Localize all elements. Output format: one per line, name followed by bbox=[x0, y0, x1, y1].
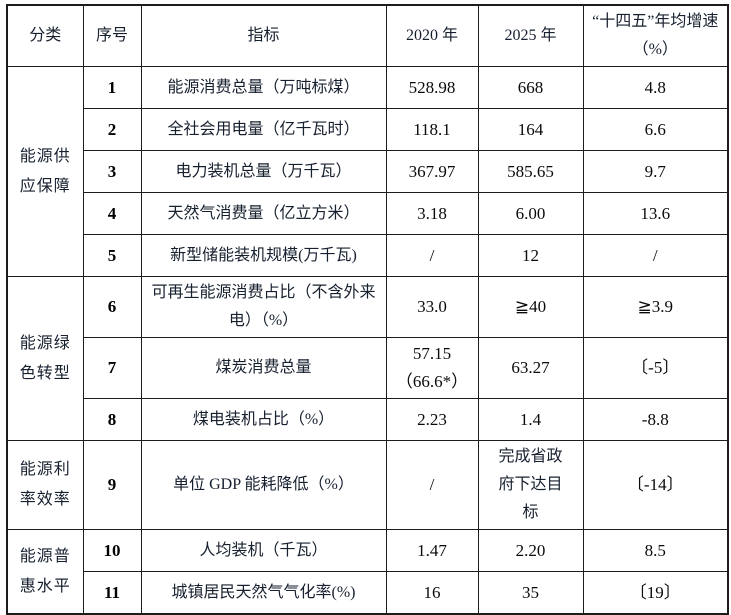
value-2025-cell: 35 bbox=[477, 571, 584, 615]
header-row: 分类 序号 指标 2020 年 2025 年 “十四五”年均增速（%） bbox=[6, 4, 729, 67]
growth-cell: 〔-14〕 bbox=[582, 440, 729, 530]
growth-cell: 4.8 bbox=[582, 66, 729, 109]
indicator-cell: 电力装机总量（万千瓦） bbox=[140, 150, 387, 193]
value-2020-cell: 57.15 （66.6*） bbox=[385, 337, 479, 399]
table-row: 2 全社会用电量（亿千瓦时） 118.1 164 6.6 bbox=[7, 108, 729, 151]
indicator-cell: 新型储能装机规模(万千瓦) bbox=[140, 234, 387, 277]
value-2025-cell: 1.4 bbox=[477, 398, 584, 441]
value-2025-cell: 12 bbox=[477, 234, 584, 277]
table-row: 8 煤电装机占比（%） 2.23 1.4 -8.8 bbox=[7, 398, 729, 441]
growth-cell: 〔-5〕 bbox=[582, 337, 729, 399]
value-2020-cell: 33.0 bbox=[385, 276, 479, 338]
seq-cell: 2 bbox=[82, 108, 142, 151]
table-row: 能源普惠水平 10 人均装机（千瓦） 1.47 2.20 8.5 bbox=[6, 529, 729, 615]
growth-cell: 9.7 bbox=[582, 150, 729, 193]
category-label: 能源绿色转型 bbox=[19, 334, 71, 382]
indicator-cell: 煤电装机占比（%） bbox=[140, 398, 387, 441]
value-2025-cell: 585.65 bbox=[477, 150, 584, 193]
category-label: 能源普惠水平 bbox=[19, 547, 71, 595]
table-row: 11 城镇居民天然气气化率(%) 16 35 〔19〕 bbox=[7, 571, 729, 615]
category-cell: 能源普惠水平 bbox=[6, 529, 84, 615]
value-2025-text: 完成省政府下达目标 bbox=[498, 448, 563, 521]
seq-cell: 11 bbox=[82, 571, 142, 615]
value-2025-cell: 164 bbox=[477, 108, 584, 151]
growth-cell: 13.6 bbox=[582, 192, 729, 235]
column-header-y2025: 2025 年 bbox=[477, 4, 584, 67]
document-page: 分类 序号 指标 2020 年 2025 年 “十四五”年均增速（%） 能源供应保障 1 能源… bbox=[6, 4, 729, 615]
table-row: 能源供应保障 1 能源消费总量（万吨标煤） 528.98 668 4.8 bbox=[6, 66, 729, 277]
column-header-category: 分类 bbox=[6, 4, 84, 67]
indicator-cell: 城镇居民天然气气化率(%) bbox=[140, 571, 387, 615]
seq-cell: 7 bbox=[82, 337, 142, 399]
value-2025-cell: 6.00 bbox=[477, 192, 584, 235]
value-2020-cell: 367.97 bbox=[385, 150, 479, 193]
value-2025-cell: 2.20 bbox=[477, 529, 584, 572]
indicator-cell: 全社会用电量（亿千瓦时） bbox=[140, 108, 387, 151]
table-row: 能源利率效率 9 单位 GDP 能耗降低（%） / 完成省政府下达目标 〔-14〕 bbox=[6, 440, 729, 530]
growth-cell: 6.6 bbox=[582, 108, 729, 151]
value-2020-cell: 528.98 bbox=[385, 66, 479, 109]
indicator-cell: 单位 GDP 能耗降低（%） bbox=[140, 440, 387, 530]
value-2020-cell: / bbox=[385, 440, 479, 530]
seq-cell: 5 bbox=[82, 234, 142, 277]
value-2020-cell: 1.47 bbox=[385, 529, 479, 572]
value-2020-cell: 2.23 bbox=[385, 398, 479, 441]
category-label: 能源利率效率 bbox=[19, 461, 71, 508]
growth-cell: -8.8 bbox=[582, 398, 729, 441]
seq-cell: 3 bbox=[82, 150, 142, 193]
value-2020-cell: 3.18 bbox=[385, 192, 479, 235]
value-2020-cell: / bbox=[385, 234, 479, 277]
category-label: 能源供应保障 bbox=[19, 147, 71, 195]
category-cell: 能源供应保障 bbox=[6, 66, 84, 277]
value-2020-cell: 16 bbox=[385, 571, 479, 615]
column-header-y2020: 2020 年 bbox=[385, 4, 479, 67]
growth-cell: 〔19〕 bbox=[582, 571, 729, 615]
value-2025-cell: 668 bbox=[477, 66, 584, 109]
seq-cell: 9 bbox=[82, 440, 142, 530]
table-row: 5 新型储能装机规模(万千瓦)/12/ bbox=[7, 234, 729, 277]
seq-cell: 1 bbox=[82, 66, 142, 109]
value-2025-cell: 63.27 bbox=[477, 337, 584, 399]
table-row: 4 天然气消费量（亿立方米） 3.18 6.00 13.6 bbox=[7, 192, 729, 235]
seq-cell: 6 bbox=[82, 276, 142, 338]
category-cell: 能源利率效率 bbox=[6, 440, 84, 530]
column-header-indicator: 指标 bbox=[140, 4, 387, 67]
value-2025-cell: ≧40 bbox=[477, 276, 584, 338]
indicator-cell: 天然气消费量（亿立方米） bbox=[140, 192, 387, 235]
indicator-cell: 煤炭消费总量 bbox=[140, 337, 387, 399]
growth-cell: ≧3.9 bbox=[582, 276, 729, 338]
value-2020-cell: 118.1 bbox=[385, 108, 479, 151]
seq-cell: 8 bbox=[82, 398, 142, 441]
seq-cell: 4 bbox=[82, 192, 142, 235]
seq-cell: 10 bbox=[82, 529, 142, 572]
value-2025-cell: 完成省政府下达目标 bbox=[477, 440, 584, 530]
table-row: 能源绿色转型 6 可再生能源消费占比（不含外来电）（%） 33.0 ≧40 ≧3.9 bbox=[6, 276, 729, 441]
growth-cell: / bbox=[582, 234, 729, 277]
table-row: 3 电力装机总量（万千瓦） 367.97 585.65 9.7 bbox=[7, 150, 729, 193]
column-header-growth: “十四五”年均增速（%） bbox=[582, 4, 729, 67]
category-cell: 能源绿色转型 bbox=[6, 276, 84, 441]
indicator-cell: 可再生能源消费占比（不含外来电）（%） bbox=[140, 276, 387, 338]
indicator-cell: 能源消费总量（万吨标煤） bbox=[140, 66, 387, 109]
indicators-table: 分类 序号 指标 2020 年 2025 年 “十四五”年均增速（%） 能源供应保障 1 能源… bbox=[6, 4, 729, 615]
indicator-cell: 人均装机（千瓦） bbox=[140, 529, 387, 572]
growth-cell: 8.5 bbox=[582, 529, 729, 572]
column-header-no: 序号 bbox=[82, 4, 142, 67]
table-row: 7 煤炭消费总量 57.15 （66.6*） 63.27 〔-5〕 bbox=[7, 337, 729, 399]
